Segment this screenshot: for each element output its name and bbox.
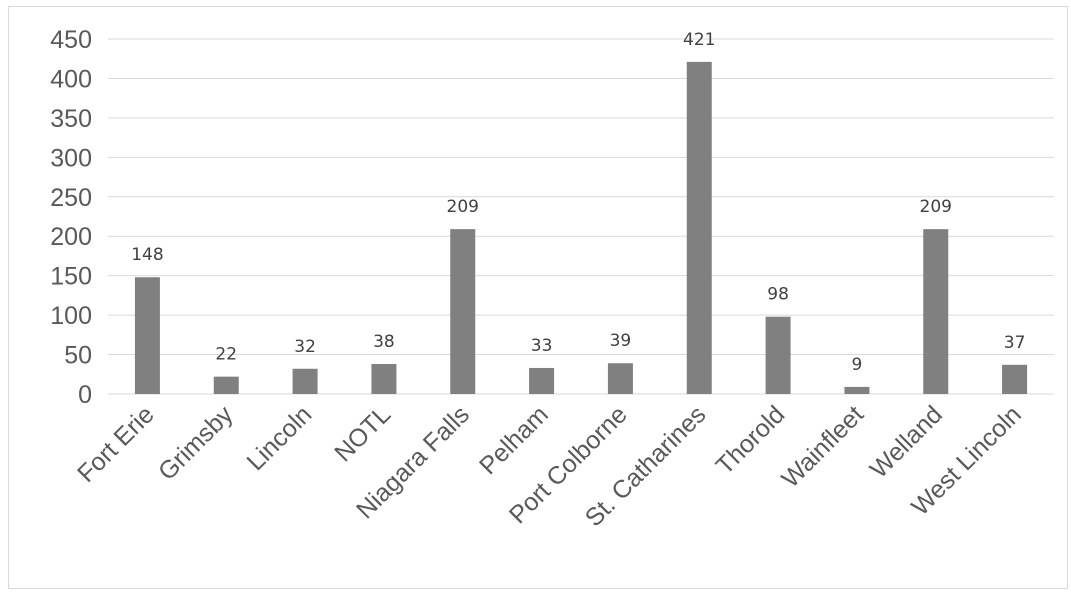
bar xyxy=(529,367,555,394)
bar xyxy=(450,229,476,394)
x-tick-label: Pelham xyxy=(474,400,554,480)
data-label: 209 xyxy=(447,197,479,217)
data-label: 22 xyxy=(215,345,237,365)
y-tick-label: 100 xyxy=(50,302,92,330)
x-tick-label: Fort Erie xyxy=(72,400,160,488)
y-tick-label: 350 xyxy=(50,105,92,133)
y-tick-label: 50 xyxy=(64,342,92,370)
x-tick-label: Wainfleet xyxy=(776,400,869,493)
y-tick-label: 250 xyxy=(50,184,92,212)
data-label: 33 xyxy=(531,336,553,356)
chart-frame xyxy=(8,6,1068,589)
bar xyxy=(765,316,791,394)
x-tick-label: NOTL xyxy=(329,400,396,467)
x-tick-label: Lincoln xyxy=(241,400,317,476)
bar xyxy=(213,376,239,394)
y-tick-label: 150 xyxy=(50,263,92,291)
data-label: 39 xyxy=(610,331,632,351)
data-label: 32 xyxy=(294,337,316,357)
bar xyxy=(134,277,160,394)
y-tick-label: 400 xyxy=(50,65,92,93)
y-tick-label: 200 xyxy=(50,223,92,251)
bar xyxy=(607,363,633,394)
x-tick-label: Thorold xyxy=(711,400,791,480)
y-tick-label: 300 xyxy=(50,144,92,172)
bar xyxy=(292,368,318,394)
data-label: 98 xyxy=(767,285,789,305)
bar xyxy=(844,386,870,394)
bar xyxy=(1002,364,1028,394)
data-label: 9 xyxy=(852,355,863,375)
bar xyxy=(686,61,712,394)
data-label: 421 xyxy=(683,30,715,50)
data-label: 148 xyxy=(131,245,163,265)
x-tick-label: Grimsby xyxy=(153,400,239,486)
data-label: 38 xyxy=(373,332,395,352)
bar xyxy=(923,229,949,394)
y-tick-label: 450 xyxy=(50,26,92,54)
bar xyxy=(371,364,397,394)
data-label: 37 xyxy=(1004,333,1026,353)
data-label: 209 xyxy=(920,197,952,217)
y-tick-label: 0 xyxy=(78,381,92,409)
